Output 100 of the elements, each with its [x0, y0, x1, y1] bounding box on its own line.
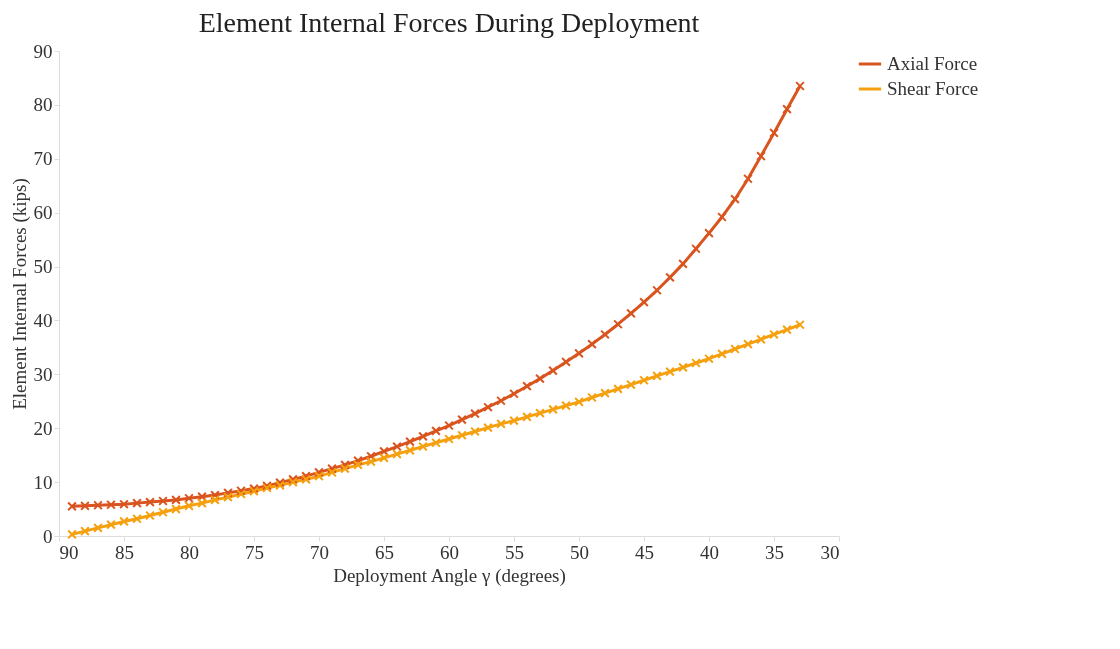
point	[197, 491, 207, 502]
x-tick-label: 55	[505, 541, 524, 563]
point	[392, 441, 402, 452]
point	[171, 504, 181, 514]
x-tick-label: 45	[635, 541, 654, 563]
point	[405, 445, 415, 456]
point	[730, 194, 740, 205]
y-tick-label: 90	[33, 40, 53, 62]
point	[652, 371, 662, 381]
y-tick-label: 0	[43, 525, 53, 547]
point	[613, 319, 623, 330]
point	[795, 81, 805, 91]
point	[613, 384, 623, 394]
point	[535, 408, 545, 419]
legend-label: Shear Force	[887, 78, 979, 99]
point	[561, 400, 571, 411]
x-tick-label: 40	[700, 541, 719, 563]
point	[743, 339, 753, 350]
point	[314, 471, 324, 482]
point	[366, 451, 376, 462]
point	[574, 348, 584, 359]
point	[691, 358, 701, 368]
point	[483, 422, 493, 433]
point	[548, 365, 558, 376]
point	[405, 436, 415, 447]
y-tick-label: 70	[33, 148, 53, 170]
legend-label: Axial Force	[887, 53, 978, 74]
point	[236, 485, 246, 496]
point	[106, 519, 116, 530]
point	[119, 499, 129, 510]
point	[548, 404, 558, 415]
point	[756, 334, 766, 345]
y-tick-label: 50	[33, 256, 53, 278]
point	[678, 362, 688, 373]
point	[106, 499, 116, 510]
y-tick-label: 60	[33, 202, 53, 224]
x-tick-label: 85	[115, 541, 134, 563]
y-tick-label: 30	[33, 363, 53, 385]
point	[756, 151, 766, 161]
x-tick-label: 50	[570, 541, 589, 563]
point	[509, 415, 519, 426]
point	[496, 395, 506, 406]
point	[743, 173, 753, 184]
point	[431, 426, 441, 436]
point	[223, 492, 233, 503]
point	[379, 452, 389, 463]
point	[704, 353, 714, 364]
point	[353, 455, 363, 466]
point	[444, 434, 454, 444]
x-tick-label: 30	[820, 541, 840, 563]
point	[795, 319, 805, 330]
x-tick-label: 75	[245, 541, 264, 563]
point	[522, 412, 532, 422]
x-tick-label: 65	[375, 541, 394, 563]
point	[80, 500, 90, 511]
x-tick-label: 70	[310, 541, 329, 563]
point	[717, 212, 727, 222]
point	[444, 420, 454, 431]
x-axis-title: Deployment Angle γ (degrees)	[333, 564, 566, 587]
y-tick-label: 40	[33, 309, 53, 331]
point	[730, 344, 740, 354]
point	[626, 379, 636, 390]
point	[67, 529, 77, 540]
point	[470, 426, 480, 437]
point	[366, 456, 376, 467]
point	[535, 373, 545, 384]
point	[236, 489, 246, 499]
point	[145, 510, 155, 521]
point	[80, 526, 90, 537]
point	[587, 392, 597, 403]
point	[327, 463, 337, 474]
point	[457, 430, 467, 441]
point	[496, 419, 506, 429]
point	[678, 258, 688, 269]
point	[509, 388, 519, 399]
point	[158, 507, 168, 518]
y-tick-label: 20	[33, 417, 53, 439]
point	[704, 228, 714, 239]
point	[392, 449, 402, 459]
point	[639, 297, 649, 307]
point	[561, 357, 571, 367]
point	[171, 495, 181, 505]
x-tick-label: 35	[765, 541, 784, 563]
point	[340, 459, 350, 470]
point	[574, 396, 584, 407]
point	[119, 516, 129, 527]
point	[67, 501, 77, 512]
point	[197, 498, 207, 508]
point	[639, 375, 649, 386]
point	[379, 446, 389, 457]
point	[665, 366, 675, 377]
point	[132, 513, 142, 524]
point	[769, 329, 779, 340]
x-tick-label: 80	[180, 541, 199, 563]
point	[210, 490, 220, 500]
point	[210, 495, 220, 505]
point	[782, 324, 792, 335]
point	[418, 431, 428, 442]
point	[717, 348, 727, 359]
point	[470, 408, 480, 419]
